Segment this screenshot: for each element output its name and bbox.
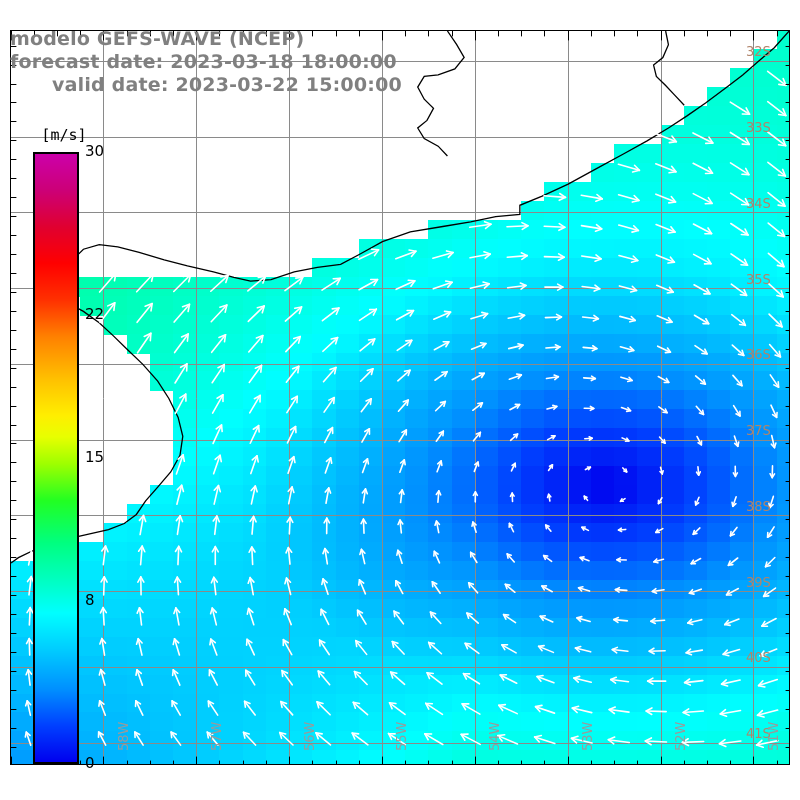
colorbar-unit-label: [m/s]	[41, 126, 87, 144]
colorbar: [m/s] 30 22 15 8 0	[33, 126, 104, 771]
colorbar-tick-15: 15	[85, 448, 105, 466]
colorbar-tick-0: 0	[85, 754, 95, 772]
colorbar-tick-22: 22	[85, 305, 105, 324]
colorbar-tick-30: 30	[85, 142, 105, 160]
colorbar-tick-8: 8	[85, 590, 95, 609]
map-plot-area[interactable]	[10, 30, 790, 765]
colorbar-gradient	[33, 152, 79, 764]
wind-speed-raster	[11, 31, 789, 764]
